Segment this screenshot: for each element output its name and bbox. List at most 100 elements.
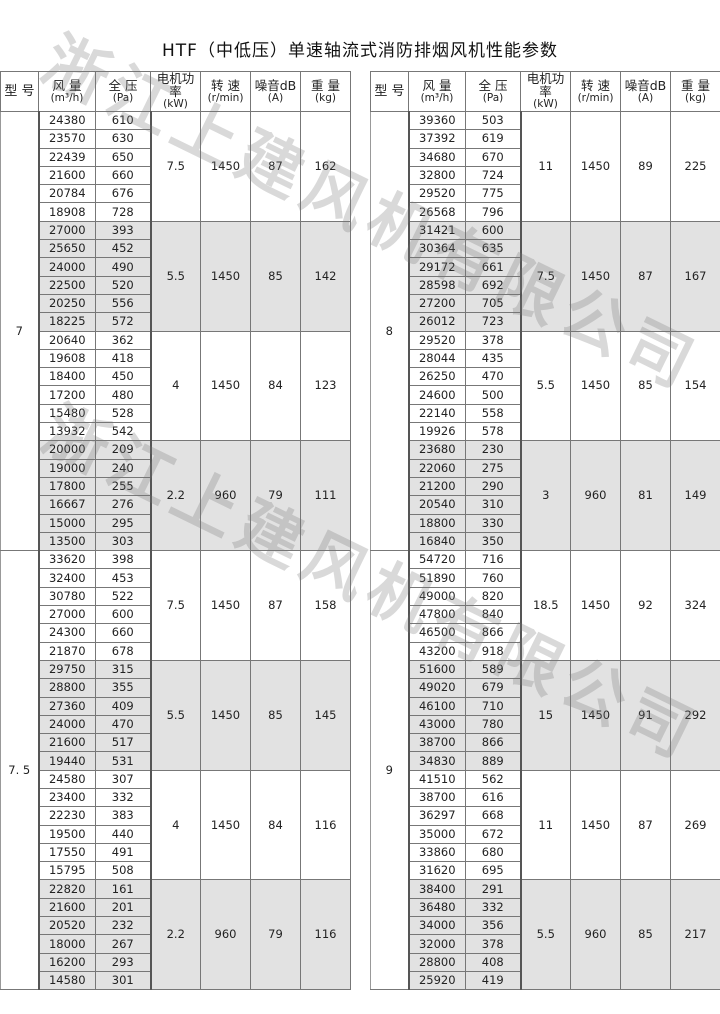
speed-cell: 1450 (570, 769, 621, 881)
flow-cell: 22439 (37, 147, 96, 167)
flow-cell: 34680 (407, 147, 466, 167)
pressure-cell: 542 (95, 422, 152, 442)
table-row: 25920 419 (371, 970, 720, 991)
pressure-cell: 295 (95, 513, 152, 533)
flow-cell: 18800 (407, 513, 466, 533)
weight-cell: 162 (300, 111, 351, 222)
flow-cell: 20640 (37, 330, 96, 350)
header-pressure-unit: (Pa) (482, 91, 504, 104)
table-row: 28800 408 (371, 952, 720, 972)
flow-cell: 20250 (37, 293, 96, 314)
table-row: 22230 383 (1, 806, 351, 826)
table-row: 21600 201 (1, 897, 351, 918)
pressure-cell: 918 (465, 641, 522, 661)
flow-cell: 51600 (407, 659, 466, 680)
power-cell: 2.2 (150, 879, 201, 991)
flow-cell: 23570 (37, 129, 96, 149)
pressure-cell: 775 (465, 184, 522, 204)
flow-cell: 46500 (407, 623, 466, 643)
table-row: 32400 453 (1, 568, 351, 588)
weight-cell: 154 (670, 330, 720, 442)
flow-cell: 24000 (37, 257, 96, 277)
pressure-cell: 796 (465, 202, 522, 222)
header-flow-unit: (m³/h) (420, 91, 454, 104)
pressure-cell: 619 (465, 129, 522, 149)
pressure-cell: 232 (95, 916, 152, 936)
noise-cell: 89 (620, 111, 671, 222)
power-cell: 18.5 (520, 550, 571, 661)
pressure-cell: 435 (465, 348, 522, 369)
table-row: 47800 840 (371, 605, 720, 625)
header-power-unit: (kW) (533, 98, 558, 110)
power-cell: 11 (520, 769, 571, 881)
model-cell: 9 (370, 550, 409, 991)
pressure-cell: 409 (95, 696, 152, 716)
table-row: 7 24380 610 7.5 1450 87 162 (0, 110, 351, 552)
flow-cell: 17800 (37, 476, 96, 497)
speed-cell: 960 (570, 440, 621, 552)
table-row: 34000 356 (371, 916, 720, 936)
pressure-cell: 866 (465, 733, 522, 753)
flow-cell: 39360 (407, 110, 466, 131)
power-cell: 15 (520, 659, 571, 771)
pressure-cell: 572 (95, 312, 152, 332)
flow-cell: 27000 (37, 605, 96, 625)
table-row: 28598 692 (371, 275, 720, 295)
header-flow-label: 风 量 (422, 77, 452, 93)
pressure-cell: 760 (465, 568, 522, 588)
model-cell: 7 (0, 110, 39, 552)
table-row: 22060 275 (371, 458, 720, 478)
table-row: 46500 866 (371, 623, 720, 643)
flow-cell: 46100 (407, 696, 466, 716)
pressure-cell: 267 (95, 934, 152, 954)
flow-cell: 29750 (37, 659, 96, 680)
pressure-cell: 558 (465, 403, 522, 424)
flow-cell: 19500 (37, 824, 96, 844)
flow-cell: 38400 (407, 879, 466, 899)
table-row: 18800 330 (371, 513, 720, 533)
table-row: 18400 450 (1, 367, 351, 387)
flow-cell: 18000 (37, 934, 96, 954)
flow-cell: 49020 (407, 678, 466, 698)
flow-cell: 22820 (37, 879, 96, 899)
pressure-cell: 661 (465, 257, 522, 277)
table-row: 27200 705 (371, 293, 720, 314)
table-row: 20000 209 2.2 960 79 111 (1, 440, 351, 552)
flow-cell: 34830 (407, 751, 466, 771)
table-row: 27000 600 (1, 605, 351, 625)
flow-cell: 20000 (37, 440, 96, 460)
table-row: 20250 556 (1, 293, 351, 314)
table-row: 19440 531 (1, 751, 351, 771)
noise-cell: 84 (250, 330, 301, 442)
flow-cell: 38700 (407, 733, 466, 753)
flow-cell: 19440 (37, 751, 96, 771)
weight-cell: 158 (300, 550, 351, 661)
header-power: 电机功率 (kW) (150, 71, 201, 112)
flow-cell: 36480 (407, 897, 466, 918)
weight-cell: 292 (670, 659, 720, 771)
flow-cell: 22500 (37, 275, 96, 295)
pressure-cell: 161 (95, 879, 152, 899)
table-row: 36297 668 (371, 806, 720, 826)
speed-cell: 960 (200, 879, 251, 991)
header-power-unit: (kW) (163, 98, 188, 110)
header-speed: 转 速 (r/min) (200, 71, 251, 112)
header-model: 型 号 (370, 71, 409, 112)
pressure-cell: 678 (95, 641, 152, 661)
table-row: 23680 230 3 960 81 149 (371, 440, 720, 552)
weight-cell: 149 (670, 440, 720, 552)
header-flow-unit: (m³/h) (50, 91, 84, 104)
pressure-cell: 866 (465, 623, 522, 643)
flow-cell: 27000 (37, 220, 96, 241)
header-flow: 风 量 (m³/h) (38, 71, 96, 112)
table-row: 16200 293 (1, 952, 351, 972)
pressure-cell: 290 (465, 476, 522, 497)
header-weight-label: 重 量 (311, 77, 340, 93)
header-row: 型 号风 量 (m³/h) 全 压 (Pa) 电机功率 (kW) 转 速 (r/min) 噪音d… (370, 71, 720, 112)
header-flow-label: 风 量 (52, 77, 82, 93)
speed-cell: 960 (200, 440, 251, 552)
flow-cell: 32400 (37, 568, 96, 588)
table-row: 21600 660 (1, 165, 351, 186)
pressure-cell: 616 (465, 787, 522, 808)
flow-cell: 23400 (37, 787, 96, 808)
